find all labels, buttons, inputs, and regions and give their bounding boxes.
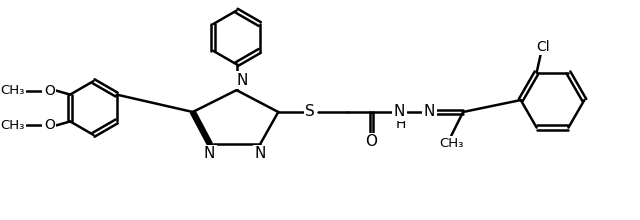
Text: S: S <box>305 104 315 119</box>
Text: O: O <box>44 118 55 132</box>
Text: Cl: Cl <box>536 40 549 54</box>
Text: CH₃: CH₃ <box>1 84 25 97</box>
Text: N: N <box>394 104 405 119</box>
Text: N: N <box>255 146 266 161</box>
Text: N: N <box>424 104 435 119</box>
Text: O: O <box>44 84 55 98</box>
Text: CH₃: CH₃ <box>1 119 25 132</box>
Text: H: H <box>396 117 406 131</box>
Text: N: N <box>237 73 248 88</box>
Text: CH₃: CH₃ <box>439 137 463 150</box>
Text: O: O <box>365 134 377 149</box>
Text: N: N <box>204 146 216 161</box>
